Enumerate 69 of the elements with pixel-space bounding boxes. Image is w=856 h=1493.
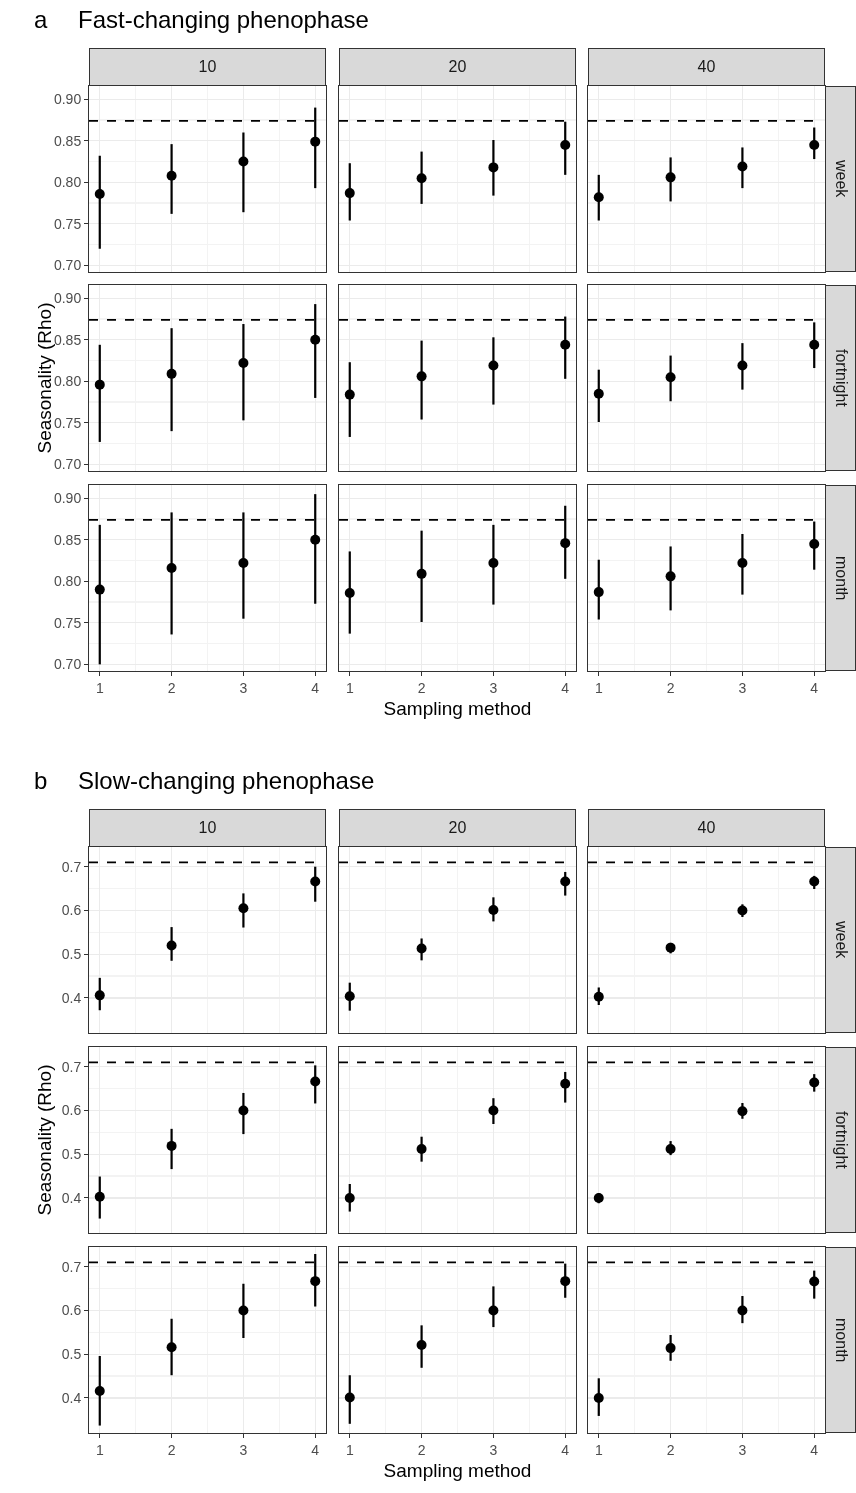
x-tick-label: 4 (311, 679, 320, 696)
y-tick-label: 0.5 (61, 946, 82, 963)
y-axis-title: Seasonality (Rho) (34, 1064, 55, 1216)
y-tick-label: 0.6 (61, 1102, 82, 1119)
x-tick-label: 1 (594, 1441, 603, 1458)
y-tick-label: 0.75 (53, 414, 82, 431)
y-tick-label: 0.6 (61, 1302, 82, 1319)
y-tick-label: 0.90 (53, 490, 82, 507)
y-tick-label: 0.80 (53, 174, 82, 191)
y-tick-label: 0.75 (53, 215, 82, 232)
text: a (34, 6, 48, 34)
y-tick-label: 0.7 (61, 858, 82, 875)
y2-axis-title: week (831, 160, 850, 198)
chart-title: 20 (339, 809, 576, 847)
x-tick-label: 2 (417, 679, 426, 696)
y2-axis-title: month (831, 1317, 850, 1363)
y2-axis-title: fortnight (831, 1111, 850, 1169)
x-axis-title: Sampling method (383, 697, 532, 719)
x-tick-label: 3 (489, 679, 498, 696)
y-tick-label: 0.70 (53, 257, 82, 274)
chart-title: 10 (89, 48, 326, 86)
y-axis-title: Seasonality (Rho) (34, 302, 55, 454)
x-tick-label: 3 (239, 679, 248, 696)
y-tick-label: 0.75 (53, 614, 82, 631)
y-tick-label: 0.4 (61, 1389, 82, 1406)
x-tick-label: 2 (417, 1441, 426, 1458)
x-tick-label: 3 (738, 1441, 747, 1458)
x-tick-label: 4 (561, 679, 570, 696)
y-tick-label: 0.90 (53, 91, 82, 108)
y-tick-label: 0.5 (61, 1346, 82, 1363)
text: Slow-changing phenophase (78, 767, 375, 795)
y-tick-label: 0.70 (53, 656, 82, 673)
y-tick-label: 0.85 (53, 531, 82, 548)
text: Fast-changing phenophase (78, 6, 369, 34)
x-tick-label: 4 (561, 1441, 570, 1458)
x-tick-label: 1 (594, 679, 603, 696)
y-tick-label: 0.70 (53, 456, 82, 473)
x-tick-label: 3 (738, 679, 747, 696)
x-tick-label: 3 (239, 1441, 248, 1458)
chart-title: 10 (89, 809, 326, 847)
chart-title: 20 (339, 48, 576, 86)
x-tick-label: 2 (666, 679, 675, 696)
y-tick-label: 0.6 (61, 902, 82, 919)
y2-axis-title: week (831, 921, 850, 959)
x-tick-label: 3 (489, 1441, 498, 1458)
y2-axis-title: month (831, 555, 850, 601)
y-tick-label: 0.7 (61, 1058, 82, 1075)
x-tick-label: 1 (95, 1441, 104, 1458)
x-tick-label: 4 (810, 679, 819, 696)
x-tick-label: 1 (345, 679, 354, 696)
x-tick-label: 2 (167, 679, 176, 696)
chart-title: 40 (588, 809, 825, 847)
chart-title: 40 (588, 48, 825, 86)
y-tick-label: 0.4 (61, 989, 82, 1006)
y-tick-label: 0.5 (61, 1146, 82, 1163)
x-tick-label: 4 (311, 1441, 320, 1458)
x-tick-label: 4 (810, 1441, 819, 1458)
y-tick-label: 0.80 (53, 373, 82, 390)
x-axis-title: Sampling method (383, 1459, 532, 1481)
y-tick-label: 0.4 (61, 1189, 82, 1206)
text: b (34, 767, 48, 795)
x-tick-label: 2 (167, 1441, 176, 1458)
y-tick-label: 0.80 (53, 573, 82, 590)
x-tick-label: 1 (345, 1441, 354, 1458)
y-tick-label: 0.85 (53, 132, 82, 149)
x-tick-label: 1 (95, 679, 104, 696)
y2-axis-title: fortnight (831, 349, 850, 407)
y-tick-label: 0.7 (61, 1258, 82, 1275)
x-tick-label: 2 (666, 1441, 675, 1458)
